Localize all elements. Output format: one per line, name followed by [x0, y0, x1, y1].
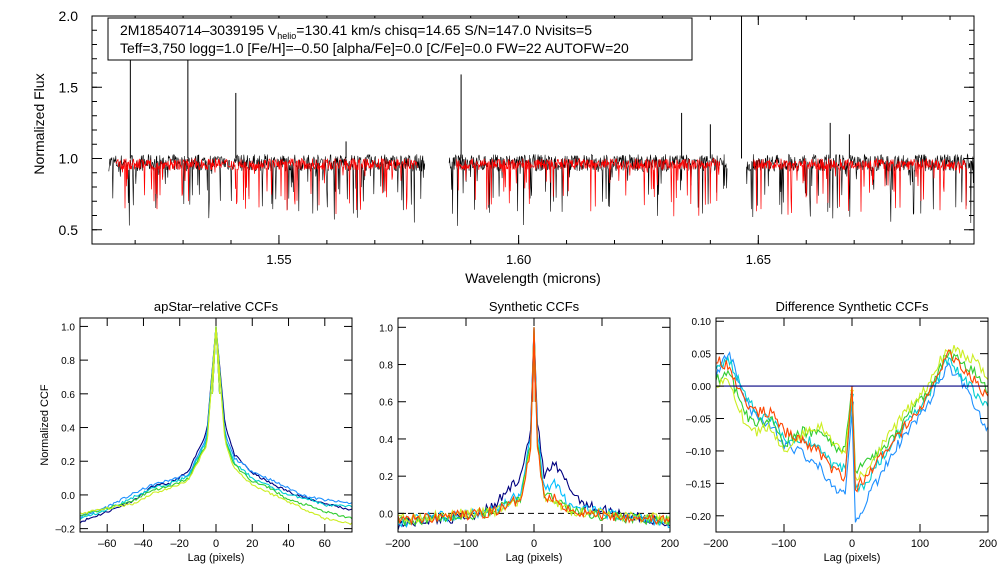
ccf-panel-difference: –200 –100 0 100 200 –0.20 –0.15 –0.10 –0.05 0.00 0…	[686, 299, 997, 564]
ccf-apstar-title: apStar–relative CCFs	[154, 299, 279, 314]
info-line-2: Teff=3,750 logg=1.0 [Fe/H]=–0.50 [alpha/…	[120, 40, 629, 56]
x-tick-label: 40	[282, 538, 294, 550]
y-tick-label: 0.4	[379, 435, 393, 446]
ccf-synthetic-title: Synthetic CCFs	[489, 299, 580, 314]
y-tick-label: –0.2	[56, 525, 76, 536]
y-tick-label: 1.0	[59, 151, 79, 167]
x-tick-label: 1.60	[506, 252, 531, 267]
spectrum-panel: 1.55 1.60 1.65 0.5 1.0 1.5 2.0 2M18540714–3039…	[31, 8, 975, 286]
y-tick-label: 1.0	[379, 323, 393, 334]
ccf-series	[398, 327, 670, 526]
ccf-series	[398, 327, 670, 531]
ccf-synthetic-lines	[398, 327, 670, 531]
y-tick-label: 0.0	[61, 491, 75, 502]
ccf-series	[398, 327, 670, 529]
ccf-difference-ticks: –200 –100 0 100 200 –0.20 –0.15 –0.10 –0.05 0.00 0…	[686, 317, 997, 550]
ccf-synthetic-xlabel: Lag (pixels)	[506, 552, 563, 564]
x-tick-label: 1.55	[266, 252, 291, 267]
y-tick-label: 0.05	[692, 350, 712, 361]
ccf-series	[80, 326, 352, 524]
x-tick-label: 200	[979, 538, 997, 550]
y-tick-label: 0.6	[379, 398, 393, 409]
x-tick-label: 1.65	[746, 252, 771, 267]
y-tick-label: 0.2	[379, 472, 393, 483]
x-tick-label: –40	[134, 538, 152, 550]
y-tick-label: 1.5	[59, 79, 79, 95]
ccf-difference-xlabel: Lag (pixels)	[824, 552, 881, 564]
y-tick-label: 0.2	[61, 457, 75, 468]
spectrum-lines	[108, 16, 974, 226]
y-tick-label: –0.20	[686, 512, 711, 523]
y-tick-label: 0.0	[379, 509, 393, 520]
ccf-panel-apstar: –60 –40 –20 0 20 40 60 –0.2 0.0 0.2 0.4 0.6 0.8 1.0 a…	[39, 299, 353, 564]
ccf-apstar-lines	[80, 326, 352, 526]
x-tick-label: 100	[593, 538, 611, 550]
y-tick-label: 0.5	[59, 222, 79, 238]
ccf-synthetic-ticks: –200 –100 0 100 200 0.0 0.2 0.4 0.6 0.8 1.0	[379, 318, 679, 550]
x-tick-label: –100	[454, 538, 478, 550]
ccf-apstar-xlabel: Lag (pixels)	[188, 552, 245, 564]
x-tick-label: 100	[911, 538, 929, 550]
y-tick-label: –0.15	[686, 479, 711, 490]
y-tick-label: 0.4	[61, 424, 75, 435]
ccf-series	[398, 327, 670, 525]
x-tick-label: 20	[246, 538, 258, 550]
x-tick-label: –200	[386, 538, 410, 550]
ccf-series	[80, 326, 352, 521]
info-box	[107, 17, 693, 61]
y-tick-label: 0.6	[61, 390, 75, 401]
y-tick-label: 0.8	[379, 361, 393, 372]
x-tick-label: –60	[98, 538, 116, 550]
x-tick-label: 0	[213, 538, 219, 550]
y-tick-label: –0.05	[686, 415, 711, 426]
ccf-series	[80, 326, 352, 520]
ccf-series	[80, 326, 352, 526]
y-tick-label: 0.10	[692, 317, 712, 328]
ccf-difference-lines	[716, 344, 988, 523]
observed-spectrum-chip-2	[448, 153, 728, 226]
x-tick-label: 0	[531, 538, 537, 550]
ccf-apstar-ylabel: Normalized CCF	[39, 384, 51, 466]
y-tick-label: 1.0	[61, 322, 75, 333]
model-spectrum-chip-2	[455, 157, 721, 217]
x-tick-label: 200	[661, 538, 679, 550]
ccf-apstar-ticks: –60 –40 –20 0 20 40 60 –0.2 0.0 0.2 0.4 0.6 0.8 1.0	[56, 318, 352, 550]
model-spectrum-chip-1	[115, 157, 418, 215]
x-tick-label: 0	[849, 538, 855, 550]
ccf-difference-title: Difference Synthetic CCFs	[776, 299, 929, 314]
y-tick-label: 0.8	[61, 356, 75, 367]
model-spectrum-chip-3	[753, 157, 967, 215]
ccf-series	[716, 351, 988, 523]
ccf-series	[398, 327, 670, 527]
y-tick-label: 2.0	[59, 8, 79, 24]
spectrum-xlabel: Wavelength (microns)	[465, 270, 601, 286]
ccf-panel-synthetic: –200 –100 0 100 200 0.0 0.2 0.4 0.6 0.8 1.0 Synthe…	[379, 299, 679, 564]
x-tick-label: –20	[171, 538, 189, 550]
y-tick-label: 0.00	[692, 382, 712, 393]
y-tick-label: –0.10	[686, 447, 711, 458]
ccf-series	[80, 326, 352, 518]
info-line-1: 2M18540714–3039195 Vhelio=130.41 km/s ch…	[120, 22, 592, 41]
x-tick-label: –100	[772, 538, 796, 550]
x-tick-label: 60	[319, 538, 331, 550]
spectrum-ylabel: Normalized Flux	[31, 73, 47, 174]
x-tick-label: –200	[704, 538, 728, 550]
